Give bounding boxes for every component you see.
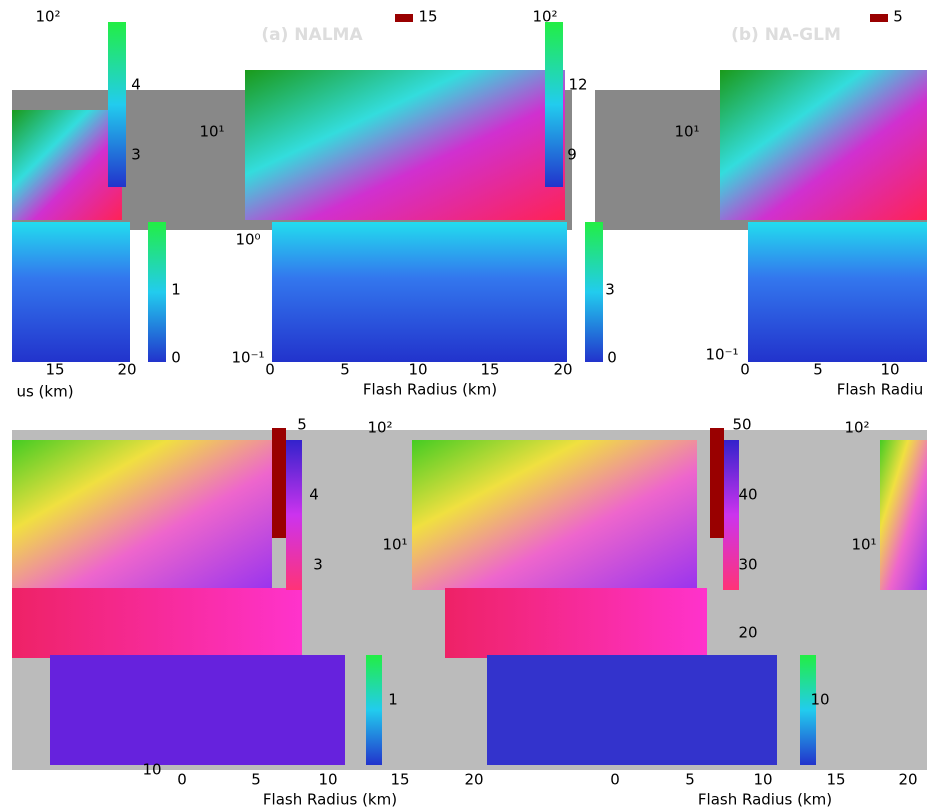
colorbar-tick-label: 4	[131, 76, 141, 94]
heatmap-block	[748, 222, 927, 362]
y-tick-label: 10¹	[382, 536, 407, 554]
colorbar-top	[870, 14, 888, 22]
heatmap-block	[272, 222, 567, 362]
x-tick-label: 15	[45, 361, 64, 379]
colorbar-tick-label: 3	[605, 281, 615, 299]
colorbar-label: 5	[297, 416, 307, 434]
heatmap-block	[12, 222, 130, 362]
axis-label: Flash Radius (km)	[363, 381, 497, 399]
heatmap-block	[12, 588, 302, 658]
x-tick-label: 20	[553, 361, 572, 379]
x-tick-label: 15	[390, 771, 409, 789]
y-tick-label: 10²	[532, 8, 557, 26]
colorbar-top	[272, 428, 286, 538]
colorbar	[723, 440, 739, 590]
heatmap-block	[12, 110, 122, 220]
x-tick-label: 0	[740, 361, 750, 379]
heatmap-block	[412, 440, 697, 590]
colorbar-tick-label: 20	[738, 624, 757, 642]
x-tick-label: 20	[898, 771, 917, 789]
x-tick-label: 20	[464, 771, 483, 789]
gap	[0, 395, 927, 415]
colorbar	[545, 22, 563, 187]
colorbar-tick-label: 3	[313, 556, 323, 574]
footer-bg	[0, 770, 927, 811]
colorbar-tick-label: 50	[732, 416, 751, 434]
colorbar-tick-label: 10	[810, 691, 829, 709]
colorbar-label: 15	[418, 8, 437, 26]
colorbar-tick-label: 0	[171, 349, 181, 367]
panel-title: (b) NA-GLM	[731, 25, 841, 45]
heatmap-block	[487, 655, 777, 765]
x-tick-label: 15	[826, 771, 845, 789]
y-tick-label: 10²	[35, 8, 60, 26]
x-tick-label: 0	[177, 771, 187, 789]
colorbar	[366, 655, 382, 765]
x-tick-label: 5	[685, 771, 695, 789]
heatmap-block	[880, 440, 927, 590]
colorbar	[108, 22, 126, 187]
colorbar-top	[395, 14, 413, 22]
axis-label: Flash Radiu	[837, 381, 924, 399]
colorbar-top	[710, 428, 724, 538]
colorbar	[148, 222, 166, 362]
colorbar-tick-label: 1	[388, 691, 398, 709]
axis-label: Flash Radius (km)	[263, 791, 397, 809]
y-tick-label: 10⁻¹	[231, 349, 264, 367]
colorbar	[585, 222, 603, 362]
colorbar-tick-label: 1	[171, 281, 181, 299]
x-tick-label: 10	[318, 771, 337, 789]
colorbar	[800, 655, 816, 765]
colorbar-tick-label: 0	[607, 349, 617, 367]
colorbar-tick-label: 12	[568, 76, 587, 94]
x-tick-label: 0	[265, 361, 275, 379]
colorbar-label: 5	[893, 8, 903, 26]
y-tick-label: 10¹	[851, 536, 876, 554]
heatmap-block	[445, 588, 707, 658]
y-tick-label: 10⁻¹	[705, 346, 738, 364]
x-tick-label: 5	[340, 361, 350, 379]
y-tick-label: 10²	[844, 419, 869, 437]
axis-label: Flash Radius (km)	[698, 791, 832, 809]
x-tick-label: 15	[480, 361, 499, 379]
x-tick-label: 10	[880, 361, 899, 379]
y-tick-label: 10²	[367, 419, 392, 437]
x-tick-label: 10	[408, 361, 427, 379]
y-tick-label: 10⁰	[235, 231, 260, 249]
heatmap-block	[720, 70, 927, 220]
x-tick-label: 20	[117, 361, 136, 379]
colorbar	[286, 440, 302, 590]
heatmap-block	[50, 655, 345, 765]
x-tick-label: 10	[142, 761, 161, 779]
y-tick-label: 10¹	[674, 123, 699, 141]
colorbar-tick-label: 9	[567, 146, 577, 164]
panel-title: (a) NALMA	[261, 25, 363, 45]
y-tick-label: 10¹	[199, 123, 224, 141]
colorbar-tick-label: 4	[309, 486, 319, 504]
x-tick-label: 5	[251, 771, 261, 789]
x-tick-label: 0	[610, 771, 620, 789]
colorbar-tick-label: 30	[738, 556, 757, 574]
x-tick-label: 5	[813, 361, 823, 379]
colorbar-tick-label: 40	[738, 486, 757, 504]
axis-label: us (km)	[16, 383, 73, 401]
heatmap-block	[12, 440, 272, 590]
heatmap-block	[245, 70, 565, 220]
colorbar-tick-label: 3	[131, 146, 141, 164]
x-tick-label: 10	[753, 771, 772, 789]
